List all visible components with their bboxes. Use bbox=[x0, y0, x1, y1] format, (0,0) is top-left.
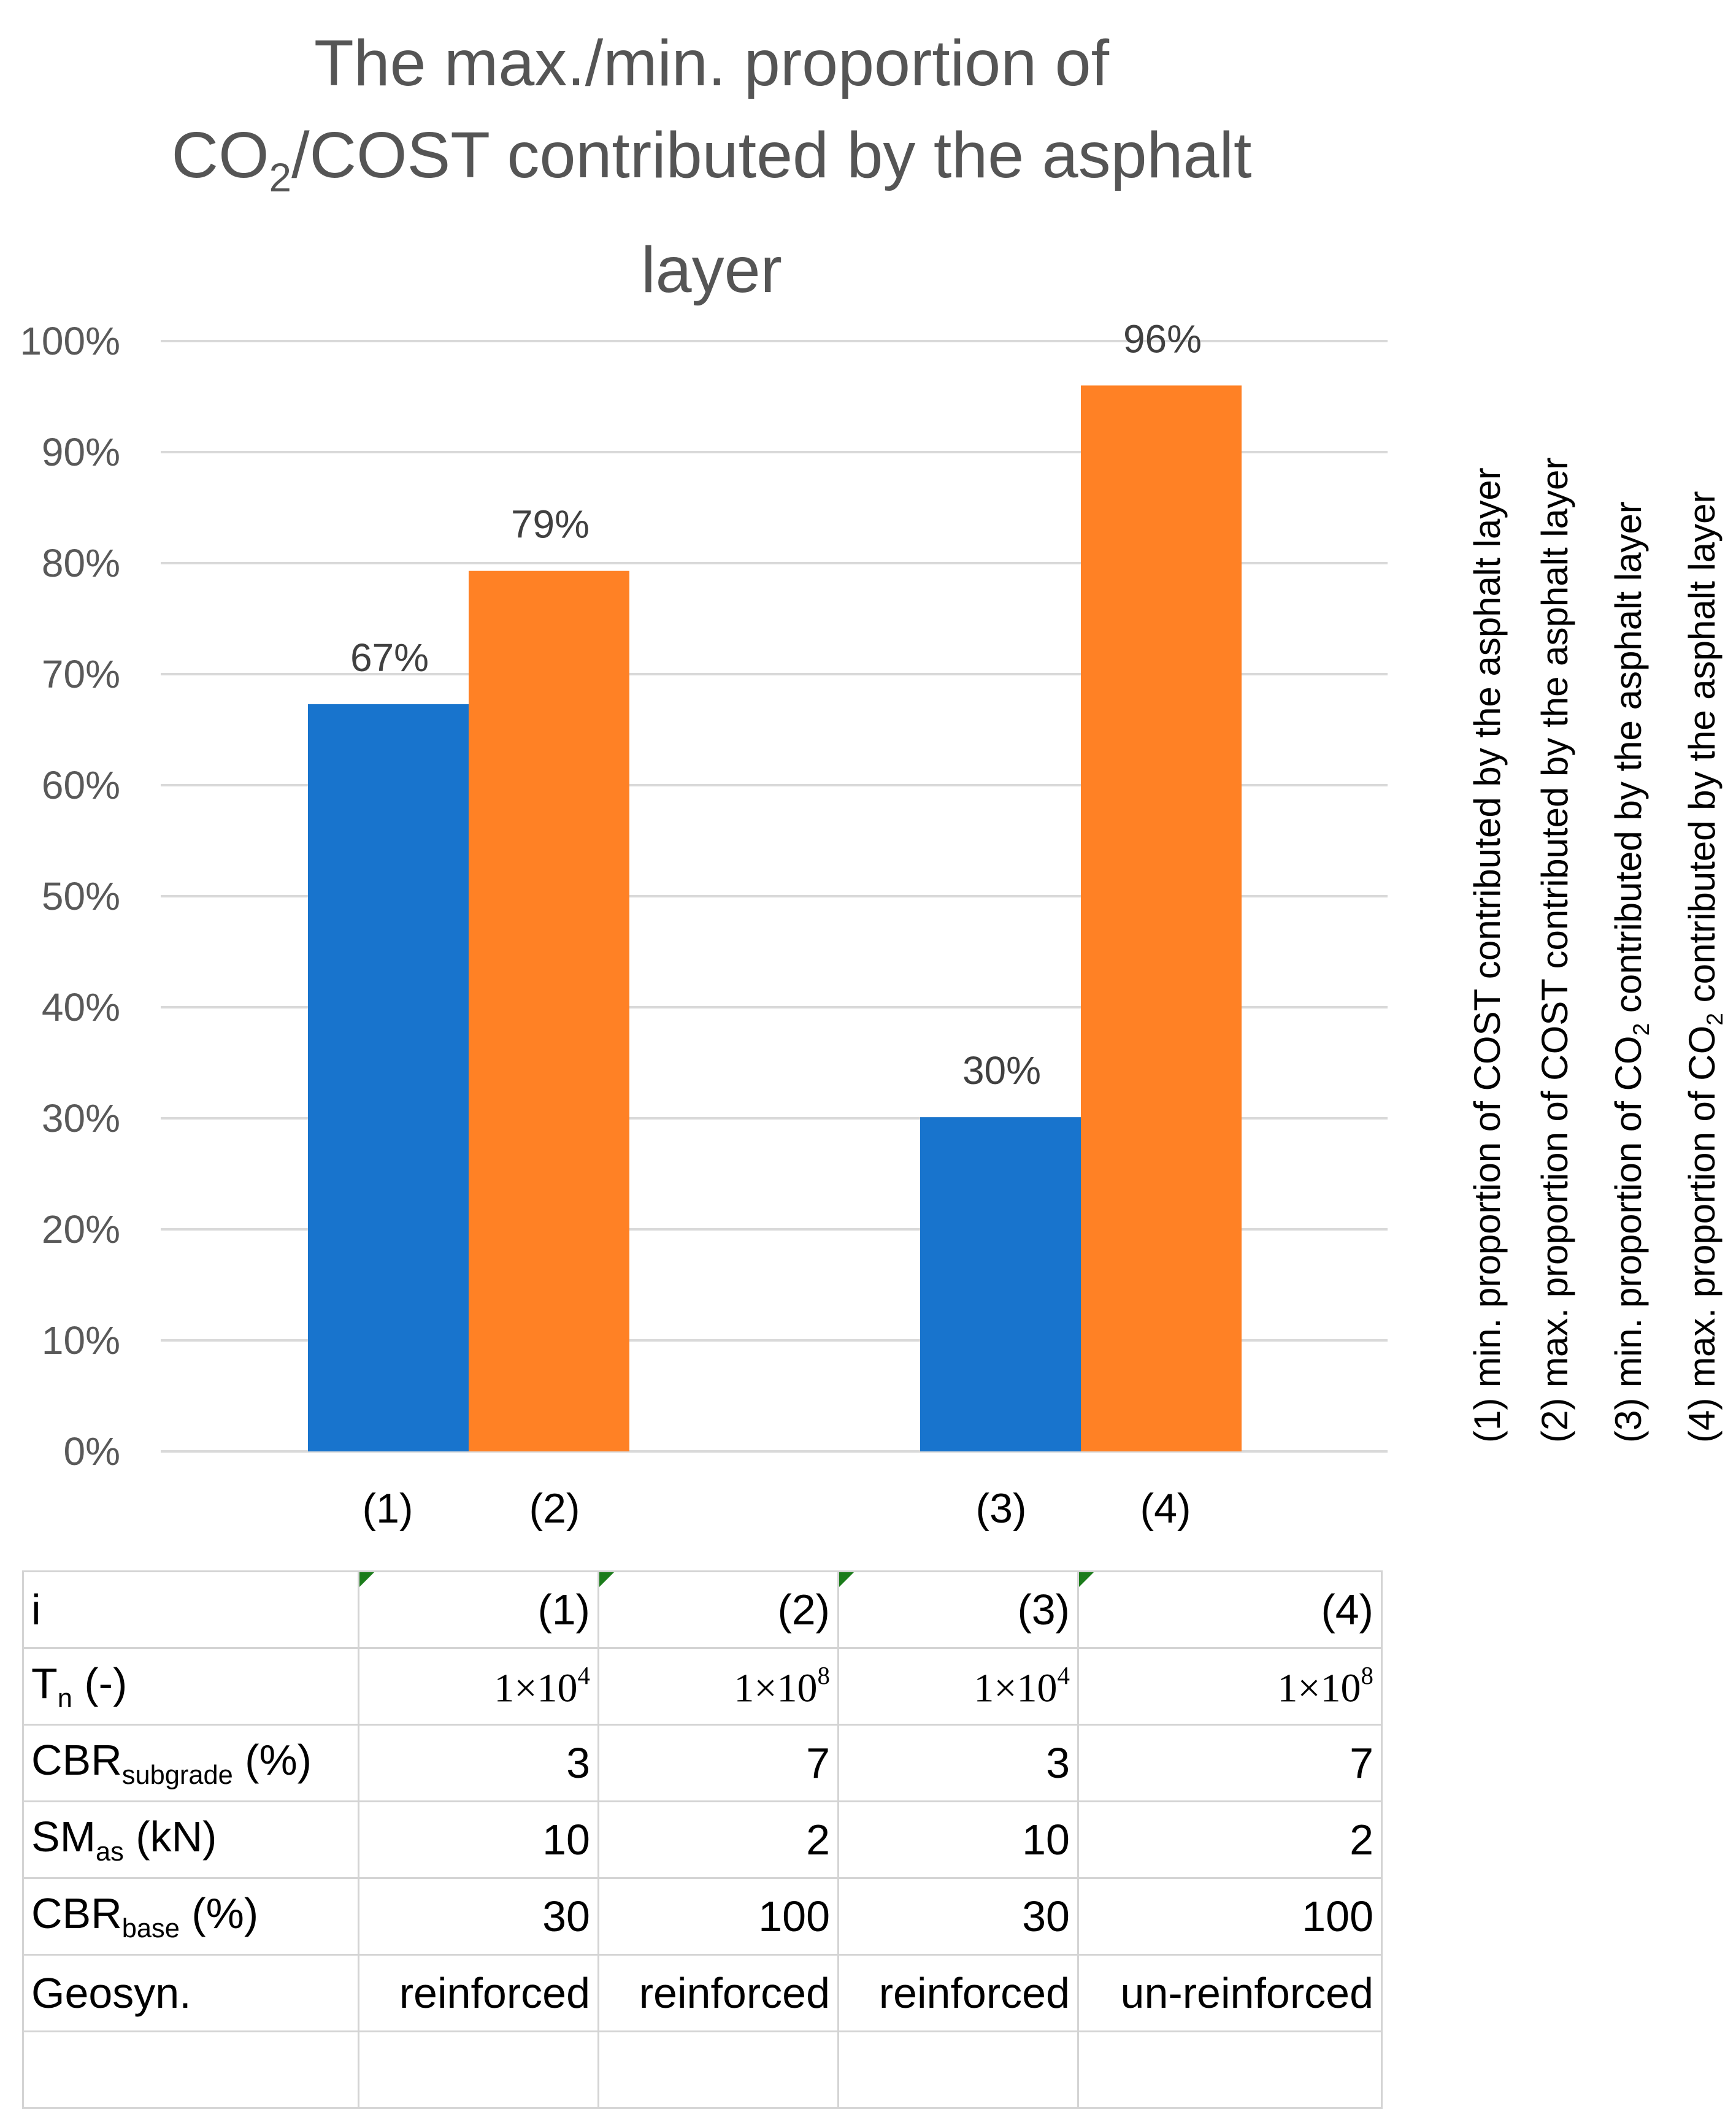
row-header-cbr-base: CBRbase (%) bbox=[22, 1877, 359, 1956]
y-tick-label: 20% bbox=[42, 1207, 120, 1251]
table-cell: 30 bbox=[837, 1877, 1079, 1956]
table-cell: (3) bbox=[837, 1570, 1079, 1649]
title-line-2: CO2/COST contributed by the asphalt bbox=[171, 119, 1252, 200]
bar-1 bbox=[308, 704, 469, 1451]
table-cell: 10 bbox=[358, 1800, 599, 1879]
row-header-cbr-subgrade: CBRsubgrade (%) bbox=[22, 1724, 359, 1802]
data-labels: 67% 79% 30% 96% bbox=[350, 317, 1202, 1093]
row-header-sm: SMas (kN) bbox=[22, 1800, 359, 1879]
legend-entry-4: (4) max. proportion of CO2 contributed b… bbox=[1681, 491, 1728, 1443]
table-cell: 1×108 bbox=[1077, 1647, 1383, 1726]
y-tick-label: 50% bbox=[42, 874, 120, 918]
table-cell: 1×108 bbox=[597, 1647, 839, 1726]
category-label: (2) bbox=[529, 1485, 580, 1532]
title-line-3: layer bbox=[641, 234, 782, 306]
chart-title: The max./min. proportion of CO2/COST con… bbox=[92, 17, 1331, 316]
data-label: 30% bbox=[962, 1048, 1041, 1093]
table-cell: reinforced bbox=[358, 1954, 599, 2032]
table-cell: 7 bbox=[597, 1724, 839, 1802]
y-tick-label: 100% bbox=[20, 319, 120, 363]
table-cell: 1×104 bbox=[358, 1647, 599, 1726]
y-tick-label: 60% bbox=[42, 763, 120, 807]
y-tick-label: 30% bbox=[42, 1096, 120, 1140]
table-cell bbox=[22, 2030, 359, 2109]
table-row: CBRsubgrade (%) 3 7 3 7 bbox=[22, 1724, 1383, 1802]
y-tick-label: 0% bbox=[64, 1429, 121, 1473]
table-cell: 3 bbox=[837, 1724, 1079, 1802]
y-tick-label: 40% bbox=[42, 985, 120, 1029]
table-cell: (4) bbox=[1077, 1570, 1383, 1649]
table-cell: reinforced bbox=[597, 1954, 839, 2032]
category-label: (1) bbox=[362, 1485, 413, 1532]
category-label: (3) bbox=[975, 1485, 1026, 1532]
row-header-i: i bbox=[22, 1570, 359, 1649]
legend-entry-1: (1) min. proportion of COST contributed … bbox=[1467, 467, 1508, 1443]
table-cell bbox=[837, 2030, 1079, 2109]
table-cell: 2 bbox=[1077, 1800, 1383, 1879]
table-cell: 100 bbox=[1077, 1877, 1383, 1956]
row-header-geosyn: Geosyn. bbox=[22, 1954, 359, 2032]
table-cell bbox=[358, 2030, 599, 2109]
table-cell: 10 bbox=[837, 1800, 1079, 1879]
data-label: 96% bbox=[1123, 317, 1202, 361]
table-row bbox=[22, 2030, 1383, 2109]
flag-icon bbox=[599, 1572, 614, 1587]
table-cell: (2) bbox=[597, 1570, 839, 1649]
legend-entry-2: (2) max. proportion of COST contributed … bbox=[1534, 457, 1575, 1443]
table-cell: (1) bbox=[358, 1570, 599, 1649]
y-tick-label: 80% bbox=[42, 541, 120, 585]
table-cell: reinforced bbox=[837, 1954, 1079, 2032]
bar-3 bbox=[920, 1117, 1081, 1451]
table-row: i (1) (2) (3) (4) bbox=[22, 1570, 1383, 1649]
bars bbox=[308, 385, 1242, 1452]
table-cell: 7 bbox=[1077, 1724, 1383, 1802]
data-label: 67% bbox=[350, 636, 429, 680]
parameter-table: i (1) (2) (3) (4) Tn (-) 1×104 1×108 1×1… bbox=[22, 1570, 1383, 2109]
flag-icon bbox=[839, 1572, 854, 1587]
y-tick-label: 90% bbox=[42, 430, 120, 474]
y-tick-label: 70% bbox=[42, 652, 120, 696]
y-tick-label: 10% bbox=[42, 1318, 120, 1362]
row-header-tn: Tn (-) bbox=[22, 1647, 359, 1726]
table-cell: 3 bbox=[358, 1724, 599, 1802]
category-label: (4) bbox=[1140, 1485, 1191, 1532]
title-line-1: The max./min. proportion of bbox=[313, 27, 1110, 99]
table-cell bbox=[1077, 2030, 1383, 2109]
table-cell bbox=[597, 2030, 839, 2109]
y-axis-ticks: 0% 10% 20% 30% 40% 50% 60% 70% 80% 90% 100% bbox=[20, 319, 120, 1473]
table-row: SMas (kN) 10 2 10 2 bbox=[22, 1800, 1383, 1879]
legend-entry-3: (3) min. proportion of CO2 contributed b… bbox=[1608, 501, 1654, 1443]
table-cell: 30 bbox=[358, 1877, 599, 1956]
data-label: 79% bbox=[511, 502, 590, 547]
flag-icon bbox=[1079, 1572, 1094, 1587]
table-cell: 2 bbox=[597, 1800, 839, 1879]
table-row: Tn (-) 1×104 1×108 1×104 1×108 bbox=[22, 1647, 1383, 1726]
bar-chart: 0% 10% 20% 30% 40% 50% 60% 70% 80% 90% 100% 67% 79%… bbox=[20, 317, 1388, 1532]
bar-4 bbox=[1081, 385, 1242, 1451]
table-cell: 100 bbox=[597, 1877, 839, 1956]
table-row: CBRbase (%) 30 100 30 100 bbox=[22, 1877, 1383, 1956]
table-cell: un-reinforced bbox=[1077, 1954, 1383, 2032]
bar-2 bbox=[469, 570, 629, 1452]
flag-icon bbox=[359, 1572, 374, 1587]
table-cell: 1×104 bbox=[837, 1647, 1079, 1726]
table-row: Geosyn. reinforced reinforced reinforced… bbox=[22, 1954, 1383, 2032]
category-labels: (1) (2) (3) (4) bbox=[362, 1485, 1191, 1532]
